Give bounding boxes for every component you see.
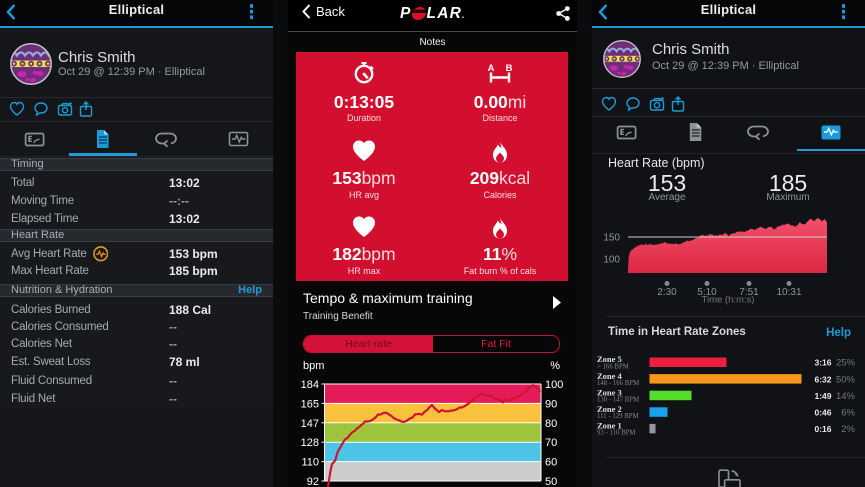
svg-text:130 - 147 BPM: 130 - 147 BPM: [597, 397, 639, 404]
svg-text:3:16: 3:16: [814, 358, 831, 368]
svg-text:Zone 4: Zone 4: [597, 371, 623, 381]
svg-text:147: 147: [301, 418, 319, 430]
svg-text:50%: 50%: [836, 374, 856, 385]
svg-text:128: 128: [301, 437, 319, 449]
svg-text:7:51: 7:51: [739, 287, 759, 298]
svg-text:100: 100: [545, 379, 563, 391]
svg-text:148 - 166 BPM: 148 - 166 BPM: [597, 380, 639, 387]
svg-text:1:49: 1:49: [814, 391, 831, 401]
svg-text:50: 50: [545, 476, 557, 487]
svg-text:2:30: 2:30: [657, 287, 677, 298]
svg-text:60: 60: [545, 457, 557, 469]
svg-text:6%: 6%: [841, 408, 855, 419]
svg-text:100: 100: [603, 255, 620, 266]
svg-text:0:46: 0:46: [814, 408, 831, 418]
svg-text:> 166 BPM: > 166 BPM: [597, 363, 629, 370]
svg-text:93 - 110 BPM: 93 - 110 BPM: [597, 430, 635, 437]
svg-text:A: A: [488, 63, 495, 74]
svg-text:10:31: 10:31: [776, 287, 801, 298]
svg-text:165: 165: [301, 398, 319, 410]
svg-text:150: 150: [603, 233, 620, 244]
svg-text:Zone 2: Zone 2: [597, 404, 622, 414]
svg-text:5:10: 5:10: [697, 287, 717, 298]
svg-text:Zone 5: Zone 5: [597, 354, 622, 364]
svg-text:80: 80: [545, 418, 557, 430]
svg-text:Zone 1: Zone 1: [597, 421, 622, 431]
svg-text:6:32: 6:32: [814, 374, 831, 384]
svg-text:2%: 2%: [841, 424, 855, 435]
svg-text:184: 184: [301, 379, 319, 391]
svg-text:90: 90: [545, 398, 557, 410]
svg-text:14%: 14%: [836, 391, 856, 402]
svg-text:B: B: [506, 63, 513, 74]
svg-text:70: 70: [545, 437, 557, 449]
svg-text:111 - 129 BPM: 111 - 129 BPM: [597, 413, 639, 420]
svg-text:25%: 25%: [836, 358, 856, 369]
svg-text:Time (h:m:s): Time (h:m:s): [702, 295, 755, 306]
svg-text:110: 110: [301, 457, 319, 469]
svg-text:0:16: 0:16: [814, 424, 831, 434]
svg-text:92: 92: [307, 476, 319, 487]
svg-text:Zone 3: Zone 3: [597, 387, 622, 397]
